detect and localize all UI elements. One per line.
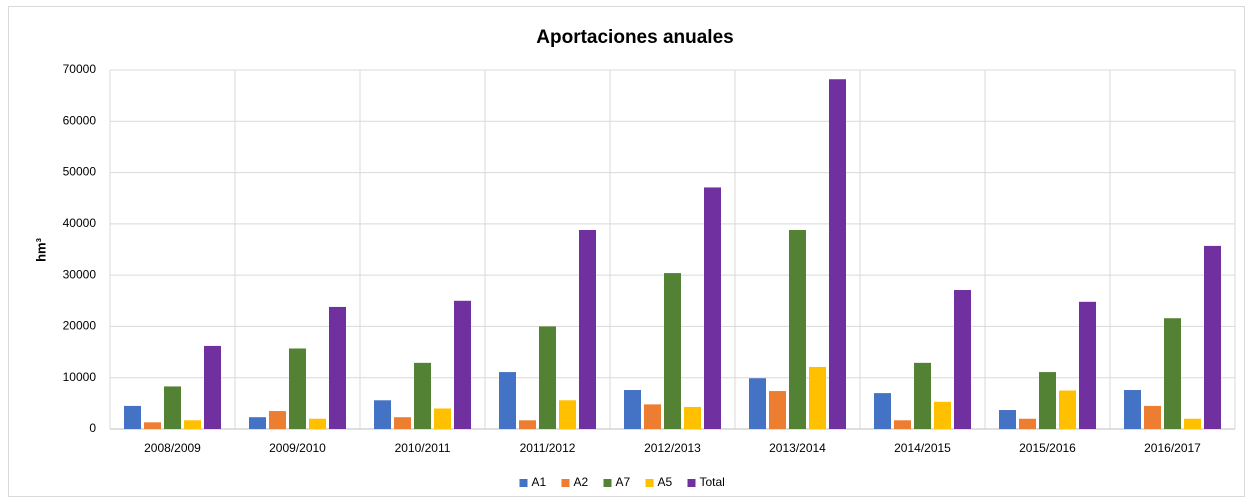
bar bbox=[1144, 405, 1161, 429]
bar bbox=[329, 306, 346, 429]
bar bbox=[684, 406, 701, 429]
bar bbox=[954, 290, 971, 429]
bar bbox=[374, 400, 391, 429]
y-tick-label: 20000 bbox=[63, 319, 97, 333]
legend-swatch bbox=[561, 479, 570, 487]
legend-label: A1 bbox=[532, 475, 547, 489]
x-tick-label: 2009/2010 bbox=[269, 441, 326, 455]
y-tick-label: 60000 bbox=[63, 113, 97, 127]
bar bbox=[309, 418, 326, 429]
bar bbox=[704, 187, 721, 429]
bar bbox=[749, 378, 766, 429]
bar bbox=[894, 420, 911, 429]
bar bbox=[664, 273, 681, 429]
x-tick-label: 2010/2011 bbox=[395, 441, 451, 455]
x-tick-label: 2012/2013 bbox=[644, 441, 701, 455]
bar bbox=[539, 326, 556, 429]
bar bbox=[829, 79, 846, 429]
bar bbox=[204, 345, 221, 429]
bar bbox=[1204, 245, 1221, 429]
legend-label: A7 bbox=[616, 475, 631, 489]
bar bbox=[434, 408, 451, 429]
bar bbox=[1019, 418, 1036, 429]
x-tick-label: 2016/2017 bbox=[1144, 441, 1201, 455]
bar bbox=[249, 417, 266, 429]
bar bbox=[1124, 390, 1141, 429]
bar bbox=[499, 372, 516, 429]
bar bbox=[1164, 318, 1181, 429]
bar bbox=[414, 362, 431, 429]
bar bbox=[394, 417, 411, 429]
bar bbox=[644, 404, 661, 429]
bar bbox=[999, 410, 1016, 429]
x-tick-label: 2013/2014 bbox=[769, 441, 826, 455]
bar bbox=[289, 348, 306, 429]
bar bbox=[1059, 390, 1076, 429]
bar bbox=[144, 422, 161, 429]
y-tick-label: 0 bbox=[89, 421, 96, 435]
legend-label: A5 bbox=[658, 475, 673, 489]
x-tick-label: 2014/2015 bbox=[894, 441, 951, 455]
bar bbox=[559, 400, 576, 429]
bar bbox=[269, 411, 286, 429]
bar bbox=[769, 391, 786, 429]
x-tick-label: 2008/2009 bbox=[144, 441, 201, 455]
legend-swatch bbox=[519, 479, 528, 487]
x-tick-label: 2015/2016 bbox=[1019, 441, 1076, 455]
bar bbox=[164, 386, 181, 429]
bar bbox=[1079, 301, 1096, 429]
x-tick-label: 2011/2012 bbox=[520, 441, 576, 455]
legend-swatch bbox=[645, 479, 654, 487]
bar bbox=[809, 366, 826, 429]
bar bbox=[124, 405, 141, 429]
bar bbox=[579, 230, 596, 429]
legend-label: A2 bbox=[574, 475, 589, 489]
bar bbox=[624, 390, 641, 429]
y-tick-label: 50000 bbox=[63, 165, 97, 179]
y-axis-label: hm³ bbox=[33, 237, 48, 262]
legend-label: Total bbox=[700, 475, 725, 489]
bar bbox=[1184, 418, 1201, 429]
chart-title: Aportaciones anuales bbox=[536, 27, 733, 48]
bar bbox=[934, 401, 951, 429]
bar bbox=[454, 300, 471, 429]
y-tick-label: 10000 bbox=[63, 370, 97, 384]
bar bbox=[519, 420, 536, 429]
legend-swatch bbox=[603, 479, 612, 487]
bar bbox=[184, 420, 201, 429]
bar bbox=[1039, 372, 1056, 429]
legend-swatch bbox=[687, 479, 696, 487]
y-tick-label: 70000 bbox=[63, 62, 97, 76]
y-tick-label: 40000 bbox=[63, 216, 97, 230]
bar bbox=[914, 362, 931, 429]
bar bbox=[789, 230, 806, 429]
y-tick-label: 30000 bbox=[63, 267, 97, 281]
bar bbox=[874, 393, 891, 429]
